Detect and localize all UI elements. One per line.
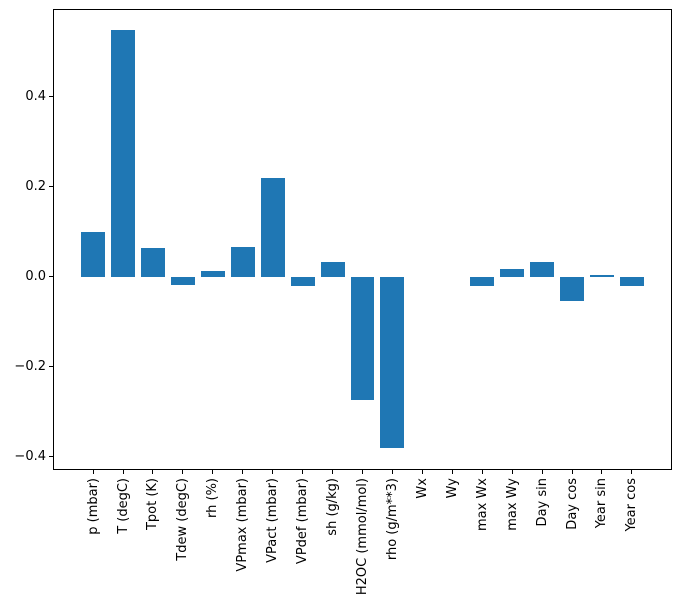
x-axis-tick-mark: [541, 470, 543, 474]
x-axis-tick-label: max Wy: [504, 478, 520, 531]
x-axis-tick-mark: [92, 470, 94, 474]
x-axis-tick-label: H2OC (mmol/mol): [355, 478, 370, 596]
y-axis-tick-label: 0.0: [25, 268, 46, 284]
x-axis-tick-mark: [391, 470, 393, 474]
x-axis-tick-label: VPact (mbar): [265, 478, 281, 563]
bar-vpdef-mbar: [290, 276, 315, 287]
y-axis-tick-label: −0.4: [14, 448, 46, 464]
bar-vpact-mbar: [260, 178, 285, 277]
bar-tdew-degc: [170, 276, 195, 285]
x-axis-tick-mark: [122, 470, 124, 474]
x-axis-tick-label: sh (g/kg): [325, 478, 341, 536]
x-axis-tick-label: VPdef (mbar): [295, 478, 311, 565]
bar-max-wx: [470, 276, 495, 287]
x-axis-tick-label: Day sin: [534, 478, 550, 527]
bar-tpot-k: [141, 248, 165, 277]
x-axis-tick-mark: [571, 470, 573, 474]
bar-h2oc-mmol-mol: [350, 276, 375, 401]
x-axis-tick-label: max Wx: [474, 478, 490, 532]
x-axis-tick-mark: [421, 470, 423, 474]
x-axis-tick-mark: [302, 470, 304, 474]
y-axis-tick-label: 0.2: [25, 178, 46, 194]
x-axis-tick-label: Wy: [444, 478, 460, 499]
x-axis-tick-mark: [212, 470, 214, 474]
x-axis-tick-mark: [631, 470, 633, 474]
x-axis-tick-label: T (degC): [115, 478, 131, 534]
bar-year-sin: [589, 275, 614, 277]
x-axis-tick-mark: [332, 470, 334, 474]
x-axis-tick-mark: [242, 470, 244, 474]
y-axis-tick-mark: [49, 96, 53, 98]
bar-year-cos: [619, 276, 644, 286]
y-axis-tick-label: −0.2: [14, 358, 46, 374]
x-axis-tick-label: Tpot (K): [145, 478, 161, 531]
x-axis-tick-mark: [511, 470, 513, 474]
bar-day-cos: [560, 276, 584, 302]
x-axis-tick-label: Tdew (degC): [175, 478, 191, 561]
x-axis-tick-label: p (mbar): [85, 478, 101, 535]
x-axis-tick-mark: [451, 470, 453, 474]
x-axis-tick-label: Day cos: [564, 478, 580, 530]
bar-p-mbar: [81, 232, 106, 277]
bar-t-degc: [111, 30, 135, 277]
bar-max-wy: [500, 269, 525, 277]
x-axis-tick-mark: [152, 470, 154, 474]
y-axis-tick-label: 0.4: [25, 88, 46, 104]
bar-sh-g-kg: [320, 261, 345, 277]
x-axis-tick-label: rho (g/m**3): [384, 478, 400, 561]
bar-day-sin: [530, 261, 555, 277]
x-axis-tick-label: VPmax (mbar): [235, 478, 251, 572]
x-axis-tick-label: Year cos: [624, 478, 640, 532]
y-axis-tick-mark: [49, 366, 53, 368]
y-axis-tick-mark: [49, 276, 53, 278]
plot-area: [53, 9, 672, 470]
x-axis-tick-label: Year sin: [594, 478, 610, 529]
bar-vpmax-mbar: [230, 246, 255, 277]
y-axis-tick-mark: [49, 186, 53, 188]
x-axis-tick-mark: [272, 470, 274, 474]
x-axis-tick-label: Wx: [414, 478, 430, 499]
x-axis-tick-mark: [601, 470, 603, 474]
y-axis-tick-mark: [49, 456, 53, 457]
x-axis-tick-mark: [481, 470, 483, 474]
bar-rh: [200, 270, 225, 277]
bar-rho-g-m-3: [380, 276, 405, 448]
x-axis-tick-mark: [182, 470, 184, 474]
x-axis-tick-mark: [362, 470, 363, 474]
x-axis-tick-label: rh (%): [205, 478, 221, 518]
